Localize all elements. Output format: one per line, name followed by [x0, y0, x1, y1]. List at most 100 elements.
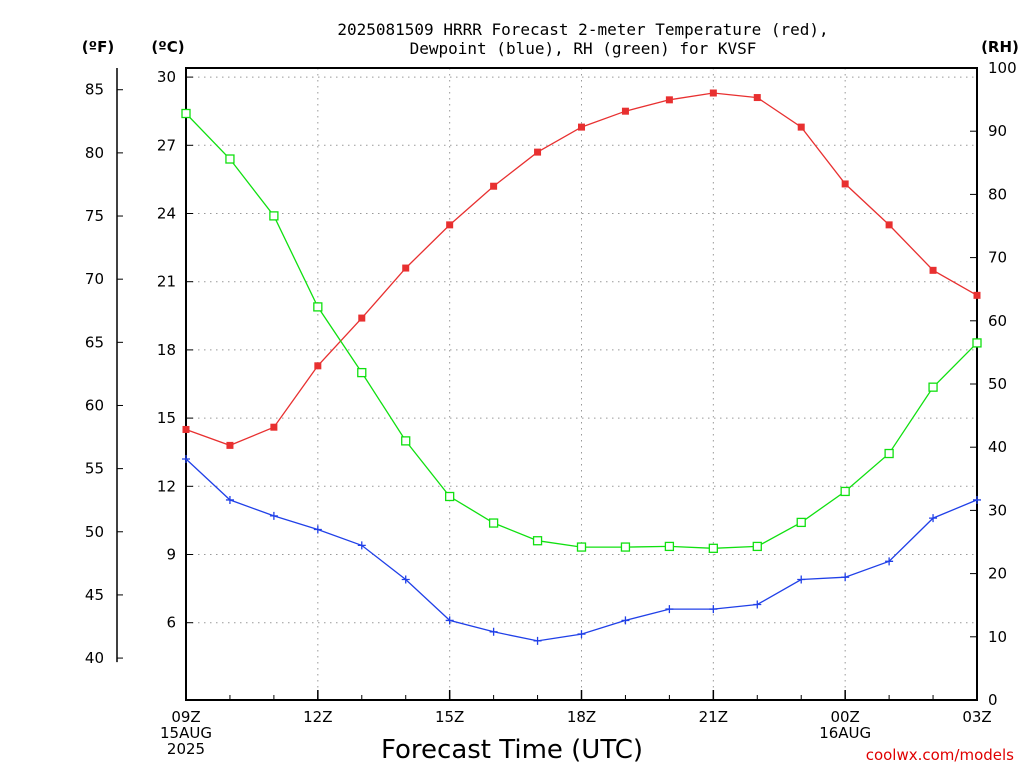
fahrenheit-tick-label: 45 — [85, 586, 104, 604]
data-point — [578, 123, 585, 131]
rh-tick-label: 40 — [988, 438, 1007, 456]
rh-tick-label: 60 — [988, 312, 1007, 330]
x-tick-label: 18Z — [567, 708, 596, 726]
fahrenheit-unit-label: (ºF) — [82, 38, 114, 56]
fahrenheit-tick-label: 70 — [85, 270, 104, 288]
series-e83030 — [182, 89, 981, 449]
data-point — [269, 211, 279, 221]
x-axis-label: Forecast Time (UTC) — [381, 735, 643, 765]
data-point — [401, 436, 411, 446]
data-point — [797, 575, 806, 584]
data-point — [270, 423, 278, 431]
data-point — [182, 455, 190, 464]
data-point — [225, 154, 235, 164]
celsius-tick-label: 9 — [166, 546, 176, 564]
chart-title-line2: Dewpoint (blue), RH (green) for KVSF — [410, 39, 757, 58]
data-point — [841, 180, 849, 188]
celsius-tick-label: 21 — [157, 273, 176, 291]
data-point — [621, 616, 630, 625]
data-point — [752, 541, 762, 552]
x-tick-label: 21Z — [699, 708, 728, 726]
data-point — [490, 182, 498, 190]
fahrenheit-tick-label: 50 — [85, 523, 104, 541]
data-point — [885, 221, 893, 229]
data-point — [664, 541, 675, 552]
fahrenheit-tick-label: 55 — [85, 460, 104, 478]
data-point — [709, 605, 718, 614]
celsius-tick-label: 15 — [157, 409, 176, 427]
data-point — [358, 314, 366, 322]
series-10e010 — [181, 108, 982, 553]
data-point — [182, 425, 190, 433]
rh-tick-label: 0 — [988, 691, 998, 709]
x-tick-label: 16AUG — [819, 724, 871, 742]
chart-axes: 40 45 50 55 60 65 70 75 80 85 6 9 12 15 18 21 24 27 30 0 10 2… — [85, 59, 1017, 758]
data-point — [929, 266, 937, 274]
data-point — [884, 448, 894, 459]
data-point — [797, 123, 805, 131]
rh-tick-label: 70 — [988, 249, 1007, 267]
rh-tick-label: 50 — [988, 375, 1007, 393]
data-point — [620, 542, 631, 552]
x-tick-label: 00Z — [830, 708, 859, 726]
fahrenheit-tick-label: 60 — [85, 396, 104, 414]
celsius-unit-label: (ºC) — [151, 38, 184, 56]
chart-title-line1: 2025081509 HRRR Forecast 2-meter Tempera… — [337, 20, 828, 39]
data-point — [972, 338, 982, 348]
data-point — [753, 600, 762, 609]
data-point — [533, 636, 542, 645]
data-point — [841, 573, 850, 582]
series-2040e8 — [182, 455, 981, 645]
data-point — [357, 367, 367, 378]
data-point — [929, 514, 938, 523]
data-point — [357, 541, 366, 550]
data-point — [885, 557, 894, 566]
data-point — [226, 441, 234, 449]
fahrenheit-tick-label: 40 — [85, 649, 104, 667]
data-point — [708, 543, 718, 553]
data-point — [709, 89, 717, 97]
chart-series — [181, 89, 982, 645]
x-tick-label: 2025 — [167, 740, 205, 758]
celsius-tick-label: 24 — [157, 204, 176, 222]
rh-unit-label: (RH) — [981, 38, 1019, 56]
rh-tick-label: 30 — [988, 501, 1007, 519]
fahrenheit-tick-label: 85 — [85, 81, 104, 99]
data-point — [840, 486, 850, 497]
data-point — [621, 107, 629, 115]
data-point — [532, 536, 543, 546]
data-point — [402, 264, 410, 272]
x-tick-label: 15Z — [435, 708, 464, 726]
data-point — [488, 518, 499, 528]
fahrenheit-tick-label: 75 — [85, 207, 104, 225]
rh-tick-label: 80 — [988, 185, 1007, 203]
celsius-tick-label: 12 — [157, 477, 176, 495]
data-point — [534, 148, 542, 156]
data-point — [445, 616, 454, 625]
rh-tick-label: 10 — [988, 628, 1007, 646]
data-point — [225, 495, 234, 504]
data-point — [928, 382, 938, 392]
data-point — [314, 362, 322, 370]
data-point — [269, 511, 278, 520]
rh-tick-label: 90 — [988, 122, 1007, 140]
x-tick-label: 12Z — [303, 708, 332, 726]
rh-tick-label: 100 — [988, 59, 1017, 77]
x-tick-label: 03Z — [962, 708, 991, 726]
x-tick-label: 15AUG — [160, 724, 212, 742]
celsius-tick-label: 18 — [157, 341, 176, 359]
credit-link[interactable]: coolwx.com/models — [866, 746, 1014, 764]
x-tick-label: 09Z — [171, 708, 200, 726]
data-point — [445, 491, 455, 502]
data-point — [181, 108, 191, 119]
fahrenheit-tick-label: 65 — [85, 333, 104, 351]
rh-tick-label: 20 — [988, 565, 1007, 583]
celsius-tick-label: 6 — [166, 614, 176, 632]
data-point — [576, 542, 587, 552]
data-point — [313, 302, 323, 312]
data-point — [401, 575, 410, 584]
data-point — [313, 525, 322, 534]
data-point — [753, 94, 761, 102]
celsius-tick-label: 27 — [157, 136, 176, 154]
